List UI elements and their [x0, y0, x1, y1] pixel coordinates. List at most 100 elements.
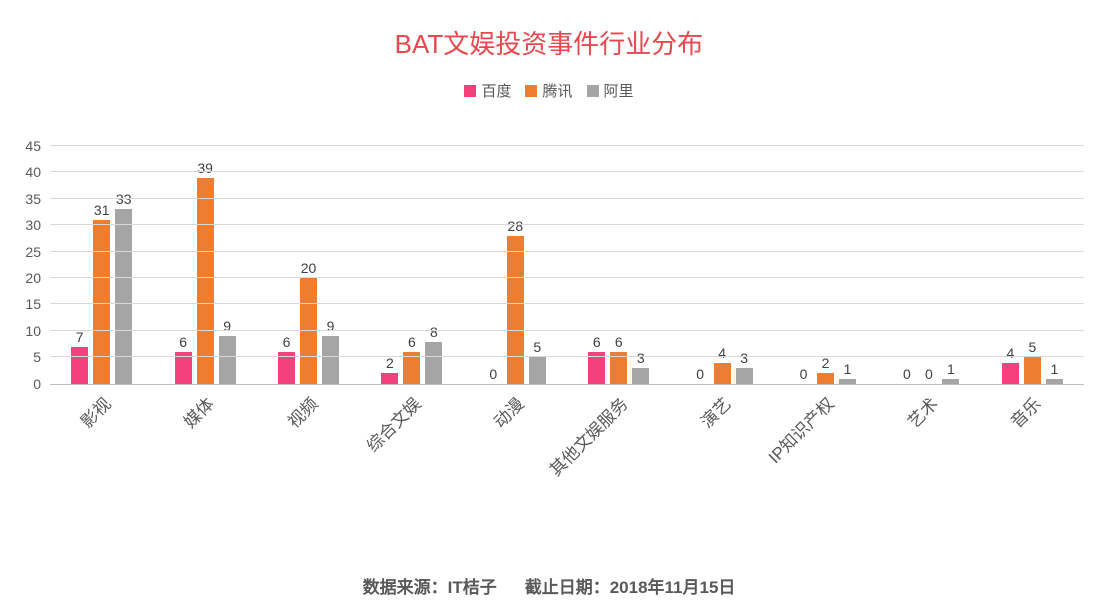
bar-column: 6: [174, 146, 192, 384]
y-tick-label: 5: [33, 349, 41, 366]
bar-column: 0: [485, 146, 502, 384]
gridline: [50, 197, 1084, 199]
bar-value-label: 3: [636, 349, 645, 366]
legend-swatch: [586, 84, 599, 97]
bar-value-label: 4: [718, 344, 727, 361]
x-category-label: 影视: [76, 394, 115, 432]
x-category-label: 视频: [283, 394, 322, 432]
bar: [278, 352, 296, 384]
bar: [425, 341, 443, 384]
bar-column: 6: [610, 146, 628, 384]
bar-column: 7: [71, 146, 89, 384]
gridline: [50, 356, 1084, 358]
bar-value-label: 6: [408, 334, 416, 351]
bar-column: 0: [920, 146, 937, 384]
legend-label: 腾讯: [542, 83, 573, 101]
bar: [71, 346, 89, 384]
bar-value-label: 28: [507, 217, 524, 234]
chart-title: BAT文娱投资事件行业分布: [394, 29, 704, 59]
bar: [735, 367, 753, 384]
y-tick-label: 30: [25, 217, 41, 234]
bar-value-label: 1: [947, 360, 955, 377]
bar-value-label: 33: [115, 191, 132, 208]
bar-column: 2: [381, 146, 399, 384]
bar-value-label: 6: [282, 334, 291, 351]
bar-value-label: 0: [799, 365, 808, 382]
bar-column: 39: [196, 146, 214, 384]
x-category-label: 综合文娱: [363, 394, 425, 456]
bar: [839, 378, 857, 384]
x-axis-labels: 影视 媒体 视频 综合文娱 动漫 其他文娱服务 演艺 IP知识产权 艺术 音乐: [50, 385, 1084, 537]
x-category-label: 媒体: [180, 394, 218, 432]
x-label-cell: 演艺: [670, 385, 773, 537]
y-tick-label: 20: [25, 270, 41, 287]
bar-column: 1: [1045, 146, 1063, 384]
bar: [588, 352, 606, 384]
legend: 百度 腾讯 阿里: [0, 82, 1098, 100]
bar-value-label: 6: [592, 334, 601, 351]
x-label-cell: 媒体: [153, 385, 256, 537]
x-label-cell: 其他文娱服务: [546, 385, 670, 537]
bar-value-label: 31: [93, 201, 110, 218]
bar-value-label: 3: [740, 349, 749, 366]
legend-item-3: 阿里: [586, 80, 634, 101]
bar: [115, 209, 133, 384]
bar-column: 4: [1001, 146, 1019, 384]
y-tick-label: 0: [33, 375, 41, 392]
bar-column: 4: [713, 146, 731, 384]
bar-groups: 7 31 33 6 39 9 6 20 9 2 6 8 0 28 5 6 6 3 0 4 3 0 2 1 0 0 1 4 5 1: [50, 146, 1084, 384]
bar-column: 1: [942, 146, 960, 384]
x-label-cell: 影视: [50, 385, 153, 537]
bar-value-label: 9: [326, 318, 335, 335]
bar-column: 0: [898, 146, 915, 384]
bar-column: 31: [93, 146, 111, 384]
bar-value-label: 20: [300, 260, 317, 277]
bar-value-label: 5: [533, 339, 542, 356]
x-label-cell: 艺术: [877, 385, 980, 537]
source-text: 数据来源：IT桔子: [362, 578, 497, 597]
bar-column: 28: [506, 146, 524, 384]
gridline: [50, 144, 1084, 146]
bar: [218, 336, 236, 384]
bar-value-label: 2: [821, 355, 830, 372]
bar-value-label: 0: [696, 365, 705, 382]
gridline: [50, 224, 1084, 226]
bar: [381, 373, 399, 384]
legend-swatch: [464, 84, 477, 97]
bar-value-label: 1: [1050, 360, 1059, 377]
x-label-cell: 视频: [257, 385, 360, 537]
source-note: 数据来源：IT桔子 截止日期：2018年11月15日: [0, 573, 1098, 598]
bar-value-label: 9: [223, 318, 231, 335]
bar-column: 20: [300, 146, 318, 384]
x-category-label: 演艺: [697, 394, 735, 432]
bar-group: 7 31 33: [50, 146, 153, 384]
y-tick-label: 35: [25, 190, 41, 207]
gridline: [50, 329, 1084, 331]
bar-value-label: 6: [614, 334, 623, 351]
bar-column: 3: [735, 146, 753, 384]
bar-group: 6 20 9: [257, 146, 360, 384]
bar-column: 0: [692, 146, 709, 384]
bar-value-label: 0: [903, 365, 911, 382]
y-tick-label: 25: [25, 243, 41, 260]
x-category-label: IP知识产权: [765, 394, 839, 467]
bar-column: 1: [839, 146, 857, 384]
bar: [713, 362, 731, 384]
bar-column: 2: [817, 146, 835, 384]
bar: [196, 177, 214, 384]
bar-value-label: 0: [925, 365, 933, 382]
bar: [1001, 362, 1019, 384]
bar: [93, 219, 111, 384]
bar-value-label: 6: [179, 334, 187, 351]
gridline: [50, 171, 1084, 173]
date-text: 截止日期：2018年11月15日: [524, 578, 736, 597]
bar: [817, 373, 835, 384]
legend-item-2: 腾讯: [525, 80, 573, 101]
bar-group: 0 28 5: [464, 146, 567, 384]
